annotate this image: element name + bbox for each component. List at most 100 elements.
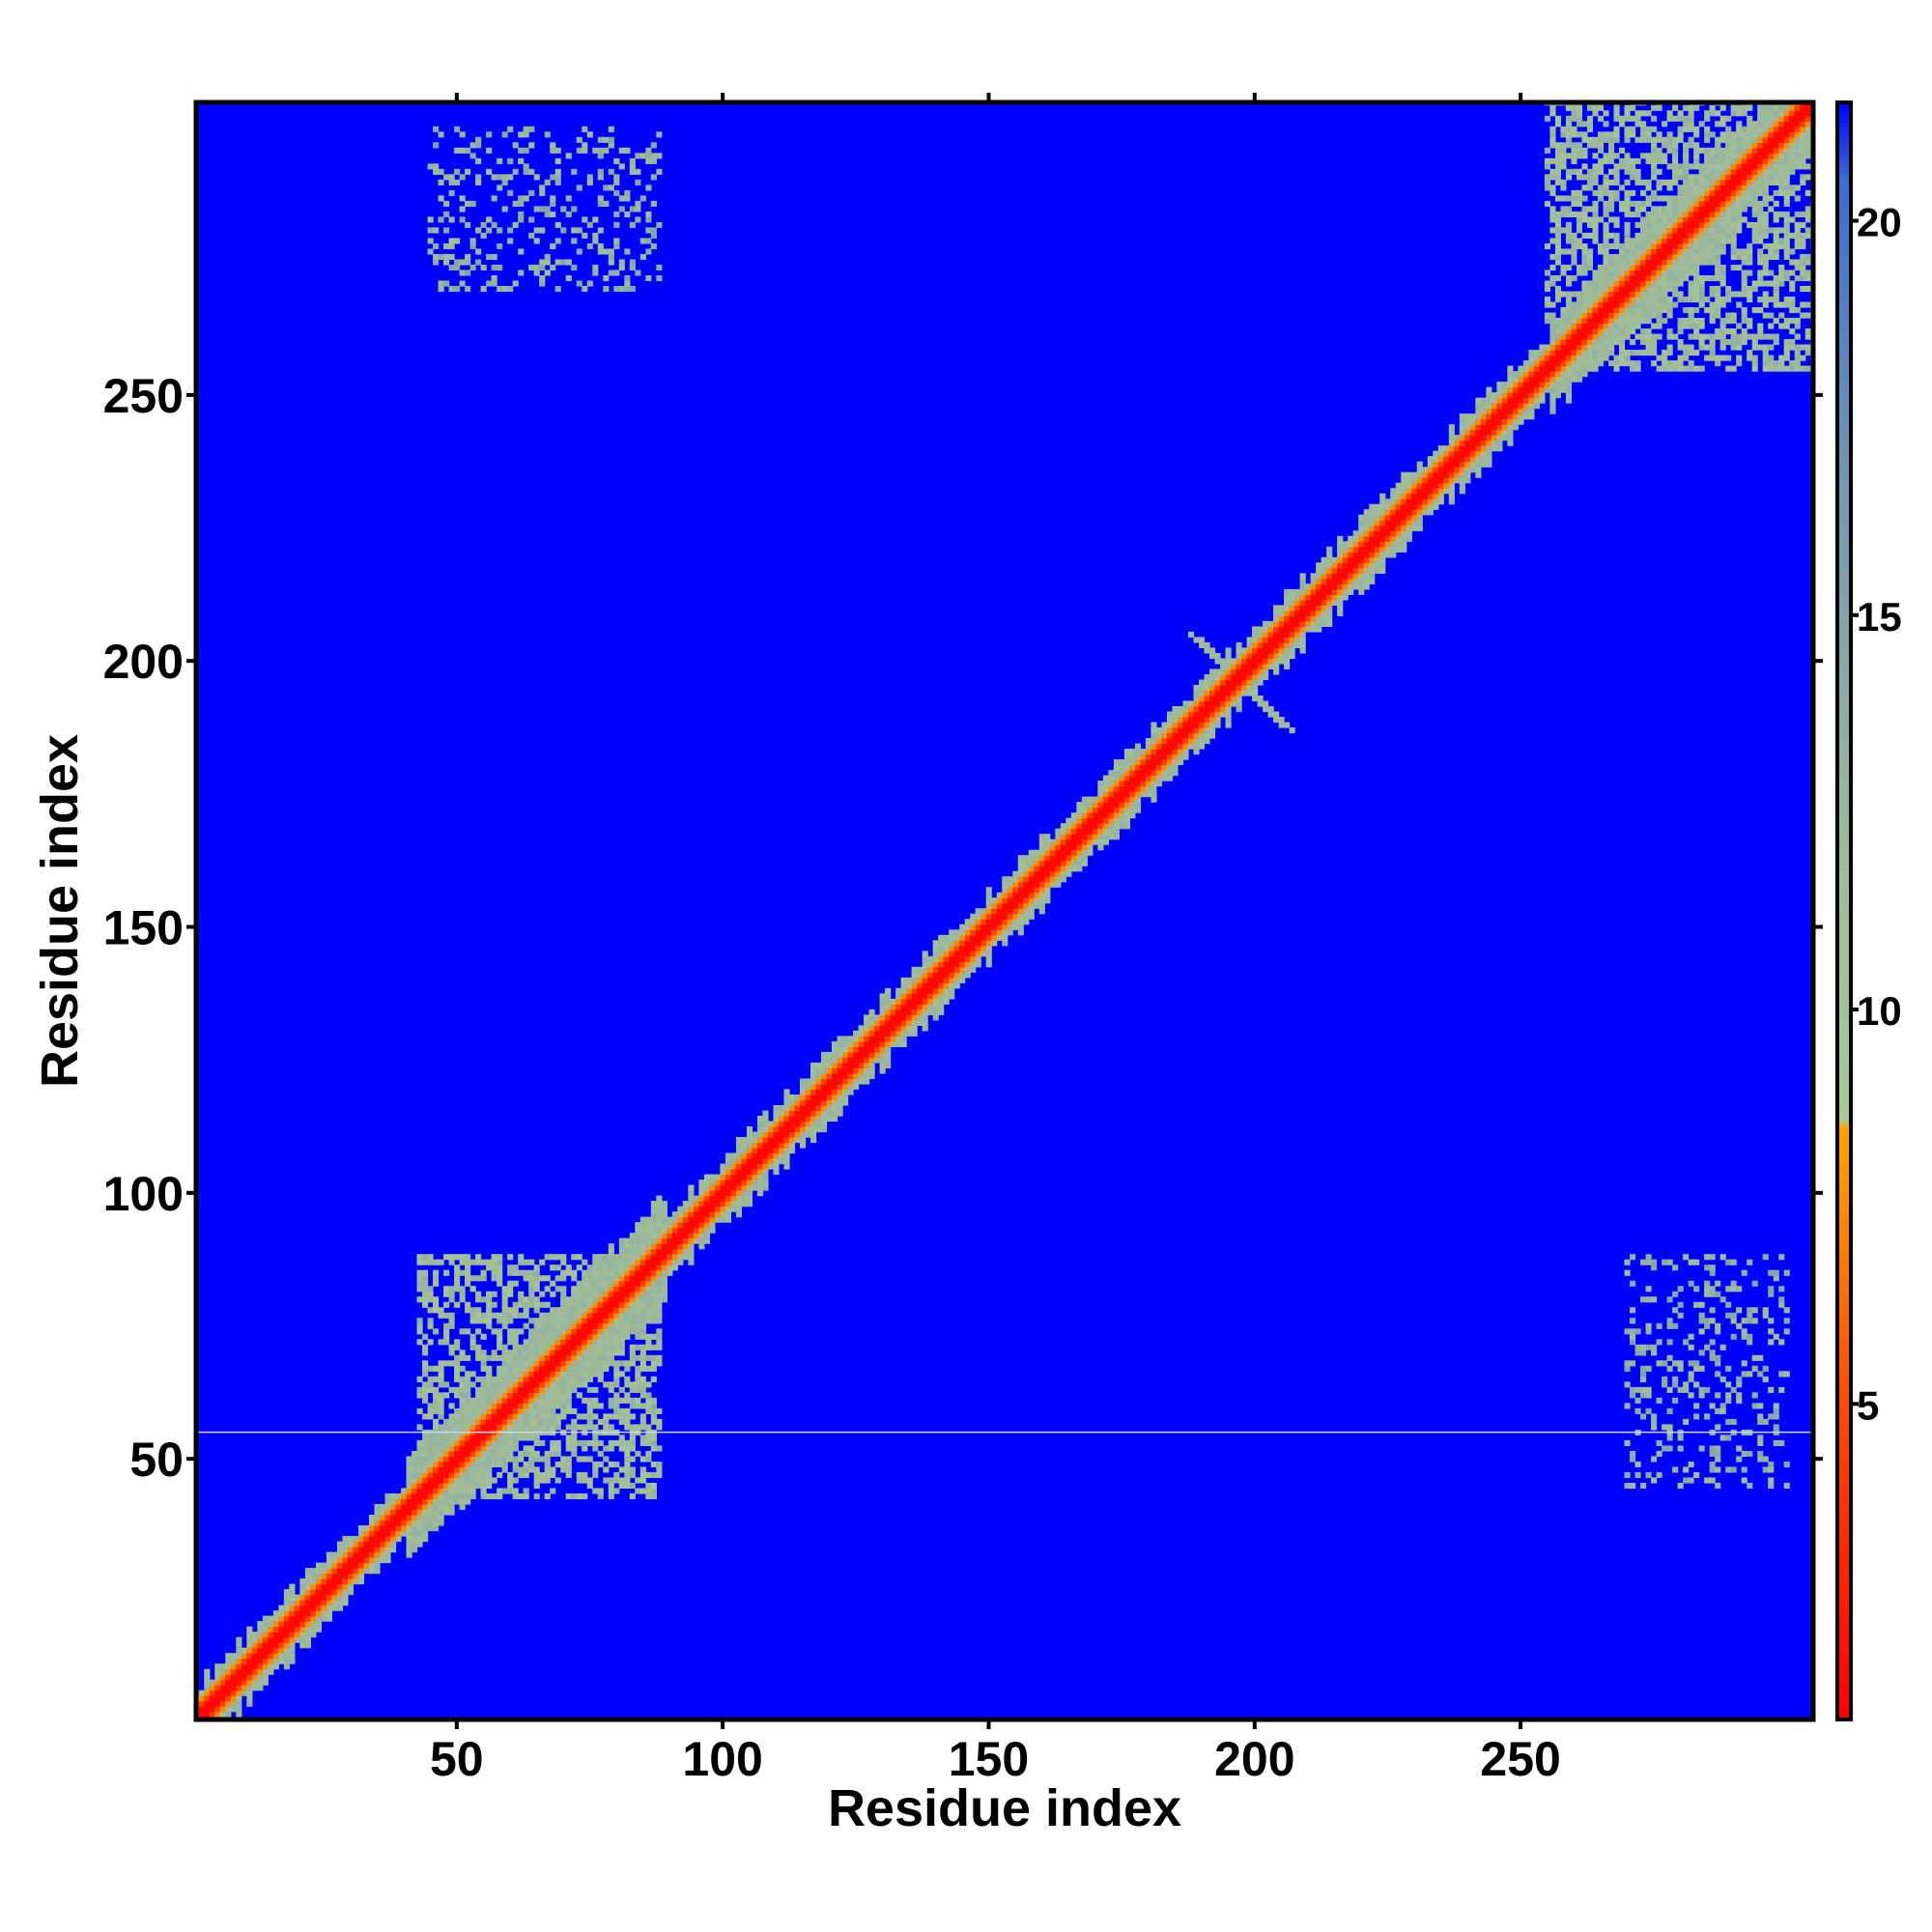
heatmap-cell xyxy=(1804,285,1811,293)
diagonal-cell xyxy=(949,987,955,994)
heatmap-cell xyxy=(512,1301,519,1308)
diagonal-cell xyxy=(550,1392,556,1399)
heatmap-cell xyxy=(554,179,561,185)
diagonal-cell xyxy=(799,1126,807,1133)
diagonal-cell xyxy=(533,1392,540,1399)
heatmap-cell xyxy=(438,1312,444,1319)
diagonal-cell xyxy=(438,1450,444,1458)
diagonal-cell xyxy=(389,1520,397,1526)
diagonal-cell xyxy=(980,951,987,957)
diagonal-cell xyxy=(629,1322,636,1329)
diagonal-cell xyxy=(917,1014,923,1021)
diagonal-cell xyxy=(826,1104,833,1112)
heatmap-cell xyxy=(613,1360,620,1367)
diagonal-cell xyxy=(975,961,981,968)
diagonal-cell xyxy=(667,1222,673,1229)
diagonal-cell xyxy=(448,1503,455,1511)
heatmap-cell xyxy=(1592,110,1599,117)
diagonal-cell xyxy=(1049,855,1056,862)
heatmap-cell xyxy=(533,227,540,234)
heatmap-cell xyxy=(1645,1344,1652,1350)
heatmap-cell xyxy=(539,206,546,213)
diagonal-cell xyxy=(832,1040,838,1048)
diagonal-cell xyxy=(507,1360,514,1367)
diagonal-cell xyxy=(735,1158,743,1165)
diagonal-cell xyxy=(799,1137,807,1144)
diagonal-cell xyxy=(1108,770,1115,777)
heatmap-cell xyxy=(523,1488,529,1494)
diagonal-cell xyxy=(693,1206,699,1212)
heatmap-cell xyxy=(448,1344,455,1350)
heatmap-cell xyxy=(475,227,482,234)
diagonal-cell xyxy=(560,1350,567,1356)
diagonal-cell xyxy=(730,1158,737,1165)
diagonal-cell xyxy=(454,1435,461,1441)
heatmap-cell xyxy=(475,1376,482,1382)
diagonal-cell xyxy=(204,1711,211,1718)
diagonal-cell xyxy=(554,1397,561,1404)
diagonal-cell xyxy=(1034,892,1040,898)
diagonal-cell xyxy=(586,1312,593,1319)
heatmap-cell xyxy=(624,1471,631,1479)
diagonal-cell xyxy=(592,1354,599,1361)
diagonal-cell xyxy=(379,1525,386,1532)
heatmap-cell xyxy=(465,1381,471,1388)
heatmap-cell xyxy=(1656,136,1662,143)
diagonal-cell xyxy=(257,1642,264,1649)
heatmap-cell xyxy=(1804,350,1811,356)
heatmap-cell xyxy=(656,1360,663,1367)
heatmap-cell xyxy=(1554,121,1562,128)
heatmap-cell xyxy=(1704,274,1711,282)
diagonal-cell xyxy=(635,1291,641,1297)
heatmap-cell xyxy=(645,274,652,282)
diagonal-cell xyxy=(922,982,928,989)
diagonal-cell xyxy=(395,1509,402,1516)
diagonal-cell xyxy=(735,1169,743,1176)
diagonal-cell xyxy=(299,1600,306,1606)
heatmap-cell xyxy=(656,1424,663,1431)
diagonal-cell xyxy=(618,1333,625,1340)
diagonal-cell xyxy=(465,1418,471,1425)
heatmap-cell xyxy=(1773,1275,1779,1282)
diagonal-cell xyxy=(412,1492,418,1500)
heatmap-cell xyxy=(497,1259,503,1265)
heatmap-cell xyxy=(571,227,578,234)
diagonal-cell xyxy=(544,1381,551,1388)
heatmap-cell xyxy=(1730,110,1737,117)
diagonal-cell xyxy=(454,1456,461,1463)
diagonal-cell xyxy=(507,1424,514,1431)
heatmap-cell xyxy=(650,200,657,207)
diagonal-cell xyxy=(953,977,960,983)
diagonal-cell xyxy=(246,1647,253,1654)
diagonal-cell xyxy=(251,1636,258,1643)
diagonal-cell xyxy=(433,1477,440,1484)
diagonal-cell xyxy=(592,1286,599,1293)
heatmap-cell xyxy=(1630,1328,1636,1335)
diagonal-cell xyxy=(571,1328,578,1335)
heatmap-cell xyxy=(1725,318,1732,325)
diagonal-cell xyxy=(735,1137,743,1144)
diagonal-cell xyxy=(597,1275,604,1282)
diagonal-cell xyxy=(671,1237,678,1244)
heatmap-cell xyxy=(1800,242,1806,250)
heatmap-cell xyxy=(1554,291,1562,298)
heatmap-cell xyxy=(1725,291,1732,298)
diagonal-cell xyxy=(842,1036,849,1042)
diagonal-cell xyxy=(571,1371,578,1378)
heatmap-cell xyxy=(1581,185,1588,191)
heatmap-cell xyxy=(1554,242,1562,250)
diagonal-cell xyxy=(209,1695,215,1702)
diagonal-cell xyxy=(289,1632,296,1638)
heatmap-cell xyxy=(1736,121,1743,128)
diagonal-cell xyxy=(917,987,923,994)
heatmap-cell xyxy=(1651,189,1658,196)
diagonal-cell xyxy=(246,1653,253,1660)
heatmap-cell xyxy=(1778,355,1785,361)
diagonal-cell xyxy=(533,1322,540,1329)
diagonal-cell xyxy=(554,1318,561,1324)
diagonal-cell xyxy=(858,1046,865,1053)
heatmap-cell xyxy=(1757,323,1764,329)
heatmap-cell xyxy=(1768,280,1775,287)
heatmap-cell xyxy=(560,1259,567,1265)
diagonal-cell xyxy=(438,1466,444,1473)
